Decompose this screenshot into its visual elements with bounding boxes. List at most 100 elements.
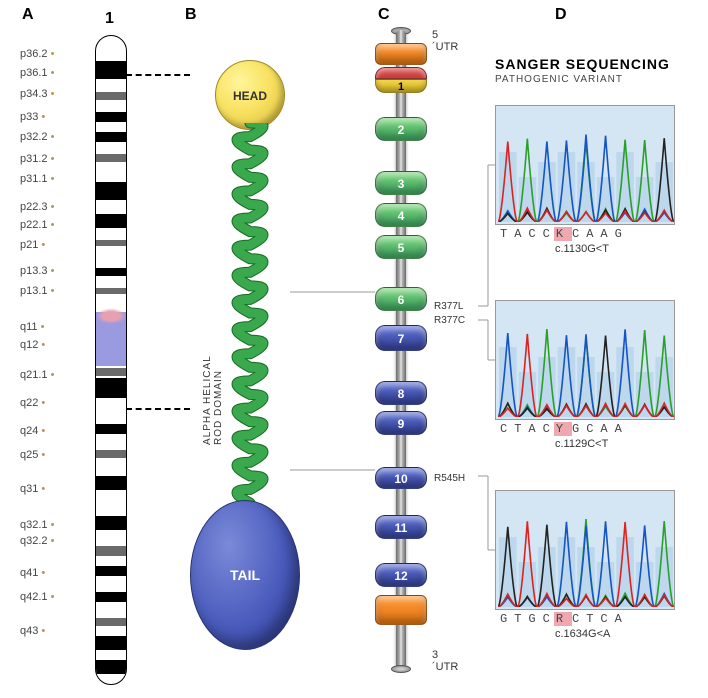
- centromere-icon: [96, 308, 126, 324]
- exon: 6: [375, 287, 427, 311]
- chromosome-ideogram: 1 p36.2 •p36.1 •p34.3 •p33 •p32.2 •p31.2…: [20, 25, 150, 685]
- gene-structure: 123456789101112 5´UTR 3´UTR R377LR377CR5…: [350, 25, 460, 675]
- chromosome-band: [96, 626, 126, 634]
- chromosome-band: [96, 410, 126, 424]
- panel-b-label: B: [185, 6, 197, 24]
- chromosome-band: [96, 436, 126, 450]
- gene-cap-icon: [391, 665, 411, 673]
- chromosome-band: [96, 492, 126, 516]
- chromosome-band: [96, 604, 126, 618]
- band-label: q11 •: [20, 321, 44, 333]
- rod-domain-label: ALPHA HELICAL ROD DOMAIN: [202, 337, 224, 445]
- chromosome-band: [96, 368, 126, 376]
- chromosome-band: [96, 546, 126, 556]
- chromosome-band: [96, 124, 126, 132]
- variant-label: R545H: [434, 473, 465, 484]
- band-label: p31.2 •: [20, 153, 54, 165]
- exon: 1: [375, 79, 427, 93]
- chromosome-band: [96, 618, 126, 626]
- band-label: q42.1 •: [20, 591, 54, 603]
- chromosome-band: [96, 182, 126, 200]
- chromosome-band: [96, 400, 126, 408]
- sequencing-title: SANGER SEQUENCING: [495, 56, 670, 72]
- protein-tail: TAIL: [190, 500, 300, 650]
- chromosome-band: [96, 61, 126, 79]
- chromosome-band: [96, 592, 126, 602]
- band-label: q41 •: [20, 567, 45, 579]
- chromosome-band: [96, 248, 126, 268]
- exon: 3: [375, 171, 427, 195]
- chromosome-number: 1: [105, 10, 114, 28]
- chromosome-band: [96, 92, 126, 100]
- exon: 9: [375, 411, 427, 435]
- chromosome-band: [96, 268, 126, 276]
- band-label: p13.1 •: [20, 285, 54, 297]
- sequence-letters: CTACYGCAA: [500, 422, 629, 436]
- band-label: q32.1 •: [20, 519, 54, 531]
- chromosome-band: [96, 144, 126, 154]
- exon: 2: [375, 117, 427, 141]
- chromosome-band: [96, 460, 126, 476]
- alpha-helix-icon: [215, 123, 285, 503]
- exon: 10: [375, 467, 427, 489]
- band-label: p36.1 •: [20, 67, 54, 79]
- chromosome-band: [96, 214, 126, 228]
- chromosome-band: [96, 166, 126, 180]
- chromosome-band: [96, 476, 126, 490]
- utr3-label: 3´UTR: [432, 649, 460, 673]
- chromatogram-panel: [495, 300, 675, 420]
- band-label: p32.2 •: [20, 131, 54, 143]
- panel-a-label: A: [22, 6, 34, 24]
- panel-d-label: D: [555, 6, 567, 24]
- sequencing-subtitle: PATHOGENIC VARIANT: [495, 74, 623, 85]
- utr-block: [375, 43, 427, 65]
- exon: [375, 67, 427, 79]
- chromosome-band: [96, 532, 126, 544]
- variant-caption: c.1129C<T: [555, 438, 608, 450]
- exon: 7: [375, 325, 427, 351]
- panel-c-label: C: [378, 6, 390, 24]
- chromosome-band: [96, 112, 126, 122]
- chromosome-band: [96, 636, 126, 650]
- chromatogram-panel: [495, 490, 675, 610]
- exon: 12: [375, 563, 427, 587]
- band-label: q31 •: [20, 483, 45, 495]
- chromosome-band: [96, 278, 126, 288]
- exon: 5: [375, 235, 427, 259]
- band-label: p21 •: [20, 239, 45, 251]
- band-label: p31.1 •: [20, 173, 54, 185]
- sequence-letters: GTGCRCTCA: [500, 612, 629, 626]
- chromosome-band: [96, 424, 126, 434]
- chromosome-band: [96, 660, 126, 674]
- chromosome-band: [96, 578, 126, 592]
- variant-caption: c.1634G<A: [555, 628, 610, 640]
- band-label: p36.2 •: [20, 48, 54, 60]
- utr5-label: 5´UTR: [432, 29, 460, 53]
- band-label: q21.1 •: [20, 369, 54, 381]
- band-label: p33 •: [20, 111, 45, 123]
- band-label: p22.3 •: [20, 201, 54, 213]
- exon: 4: [375, 203, 427, 227]
- band-label: p13.3 •: [20, 265, 54, 277]
- variant-label: R377C: [434, 315, 465, 326]
- chromatogram-panel: [495, 105, 675, 225]
- band-label: q25 •: [20, 449, 45, 461]
- chromosome-band: [96, 556, 126, 566]
- band-label: q43 •: [20, 625, 45, 637]
- chromosome-band: [96, 240, 126, 246]
- chromosome-band: [96, 132, 126, 142]
- exon: 8: [375, 381, 427, 405]
- chromosome-band: [96, 102, 126, 112]
- chromosome-band: [96, 288, 126, 294]
- band-label: p22.1 •: [20, 219, 54, 231]
- exon: 11: [375, 515, 427, 539]
- utr-block: [375, 595, 427, 625]
- chromosome-band: [96, 82, 126, 92]
- chromosome-band: [96, 154, 126, 162]
- band-label: q12 •: [20, 339, 45, 351]
- chromosome-band: [96, 450, 126, 458]
- chromosome-band: [96, 516, 126, 530]
- protein-head: HEAD: [215, 60, 285, 130]
- chromosome-band: [96, 650, 126, 660]
- band-label: q24 •: [20, 425, 45, 437]
